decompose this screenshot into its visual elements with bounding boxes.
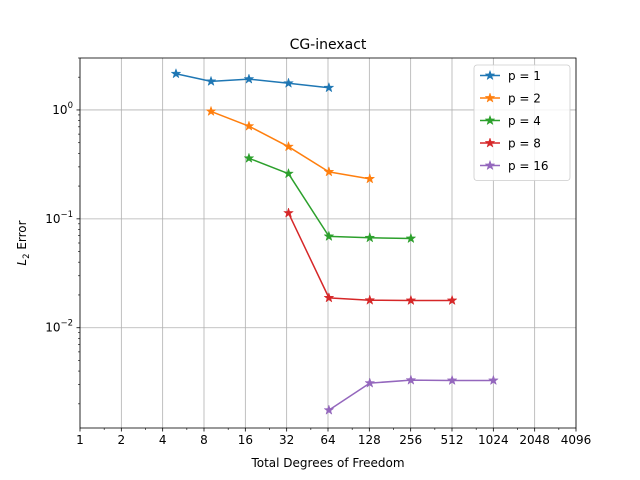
x-tick-label: 512 [441, 433, 464, 447]
legend-label: p = 16 [508, 159, 549, 173]
legend-swatch-marker [484, 69, 496, 81]
y-axis-label-rest: Error [15, 220, 29, 253]
legend-label: p = 4 [508, 114, 541, 128]
data-point [283, 77, 294, 88]
series-2 [205, 105, 376, 184]
legend-entry: p = 2 [480, 92, 541, 106]
data-point [405, 374, 417, 385]
y-axis-label-subscript: 2 [22, 253, 32, 258]
legend-swatch-marker [484, 92, 496, 103]
data-point [283, 167, 294, 179]
legend-label: p = 2 [508, 92, 541, 106]
data-point [446, 294, 458, 306]
grid [79, 58, 577, 428]
legend-entry: p = 1 [480, 69, 541, 83]
data-point [170, 67, 182, 79]
data-point [364, 232, 376, 243]
legend-entry: p = 16 [480, 159, 549, 173]
data-point [323, 166, 335, 177]
x-tick-label: 16 [238, 433, 253, 447]
data-point [205, 105, 217, 117]
data-point [364, 173, 376, 184]
x-tick-label: 4 [159, 433, 167, 447]
x-tick-label: 2 [118, 433, 126, 447]
legend-swatch-marker [484, 114, 496, 126]
y-tick-label: 10−2 [45, 319, 73, 335]
data-point [205, 75, 217, 87]
data-point [405, 232, 417, 244]
x-tick-label: 2048 [519, 433, 550, 447]
x-tick-label: 32 [279, 433, 294, 447]
data-point [283, 140, 294, 152]
data-point [323, 230, 335, 242]
data-point [323, 81, 335, 93]
data-point [243, 152, 255, 163]
y-axis-label-symbol: L [15, 259, 29, 266]
x-tick-label: 8 [200, 433, 208, 447]
x-tick-label: 64 [320, 433, 335, 447]
y-axis-label: L2 Error [15, 220, 32, 265]
series-3 [243, 152, 417, 244]
series-layer [170, 67, 499, 415]
y-axis: 10−2 10−1 100 [45, 57, 80, 405]
data-point [405, 294, 417, 306]
legend-entry: p = 8 [480, 137, 541, 151]
data-point [364, 294, 376, 305]
data-point [446, 374, 458, 386]
y-tick-label: 100 [52, 101, 73, 117]
series-5 [323, 374, 499, 415]
data-point [243, 73, 255, 84]
x-tick-label: 4096 [561, 433, 592, 447]
series-1 [170, 67, 335, 93]
legend-box [473, 64, 571, 181]
legend-swatch-marker [484, 137, 496, 148]
legend-swatch-marker [484, 159, 496, 171]
data-point [364, 377, 376, 388]
x-tick-label: 128 [358, 433, 381, 447]
legend: p = 1 p = 2 p = 4 p = 8 p = 16 [473, 64, 571, 181]
data-point [487, 374, 499, 386]
legend-entry: p = 4 [480, 114, 541, 128]
data-point [323, 404, 335, 415]
chart-title: CG-inexact [290, 37, 367, 53]
series-4 [283, 207, 458, 306]
legend-label: p = 8 [508, 137, 541, 151]
x-axis-label: Total Degrees of Freedom [250, 456, 404, 470]
y-tick-label: 10−1 [45, 210, 73, 226]
x-tick-label: 256 [399, 433, 422, 447]
x-tick-label: 1024 [478, 433, 509, 447]
data-point [243, 120, 255, 131]
x-axis: 1 2 4 8 16 32 64 128 256 512 1024 2048 4096 [76, 428, 591, 447]
legend-label: p = 1 [508, 69, 541, 83]
x-tick-label: 1 [76, 433, 84, 447]
data-point [283, 207, 294, 218]
data-point [323, 292, 335, 303]
